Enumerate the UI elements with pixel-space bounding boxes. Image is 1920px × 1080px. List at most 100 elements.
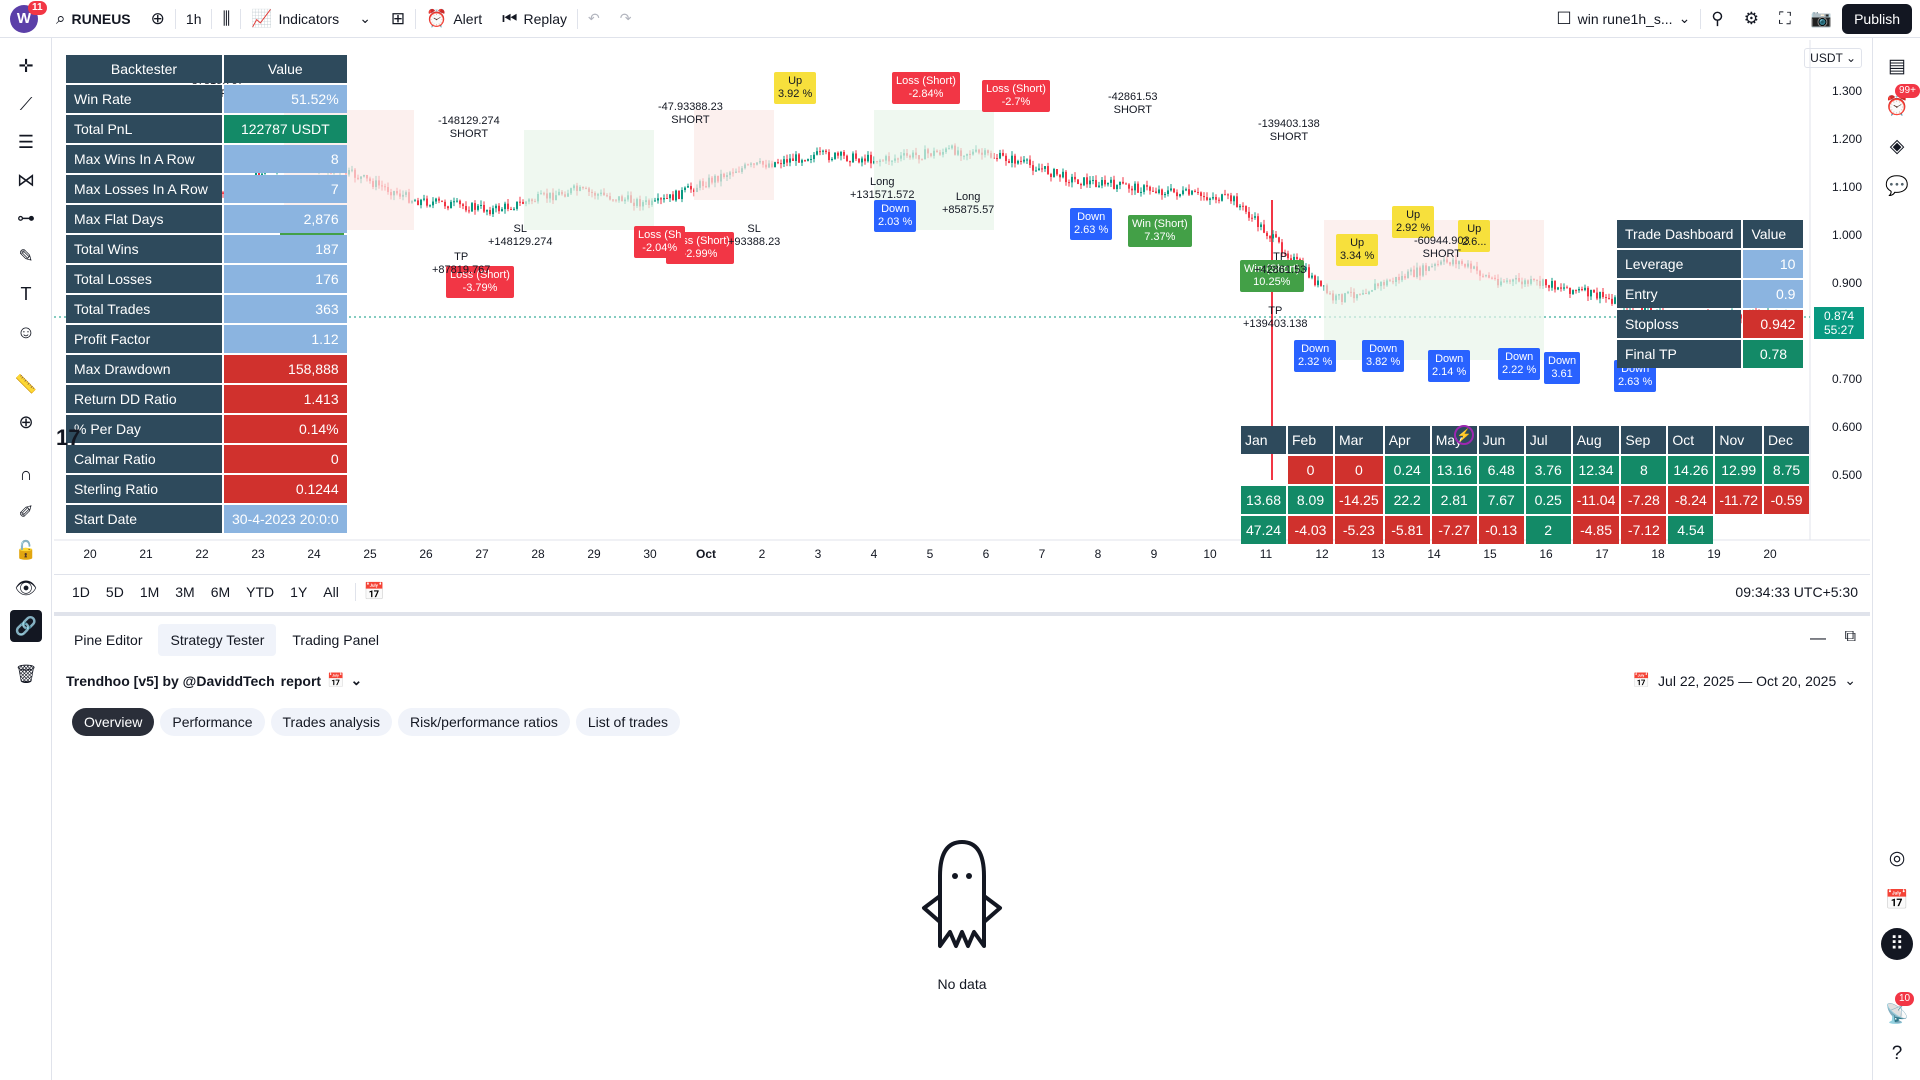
publish-button[interactable]: Publish bbox=[1842, 3, 1912, 34]
trade-label-down: Down 2.14 % bbox=[1428, 350, 1471, 382]
tab-strategy-tester[interactable]: Strategy Tester bbox=[158, 624, 277, 656]
pulse-icon[interactable]: ◎ bbox=[1888, 847, 1906, 869]
lightning-icon[interactable]: ⚡ bbox=[1454, 425, 1474, 445]
range-1d[interactable]: 1D bbox=[72, 583, 90, 600]
calendar-range-icon[interactable]: 📅 bbox=[363, 581, 386, 601]
tab-trading-panel[interactable]: Trading Panel bbox=[292, 632, 380, 648]
lock-icon[interactable]: 🔓 bbox=[14, 539, 38, 560]
eye-icon[interactable]: 👁 bbox=[14, 577, 38, 598]
candle-body bbox=[1272, 234, 1274, 239]
candle-body bbox=[1197, 192, 1199, 194]
report-tab-list-of-trades[interactable]: List of trades bbox=[575, 708, 681, 736]
replay-button[interactable]: ⏮ Replay bbox=[492, 0, 577, 38]
lock-drawing-icon[interactable]: ✐ bbox=[18, 501, 34, 522]
alert-button[interactable]: ⏰ Alert bbox=[416, 0, 492, 38]
symbol-search[interactable]: ⌕ RUNEUS bbox=[46, 0, 141, 38]
empty-state-text: No data bbox=[937, 976, 987, 992]
range-3m[interactable]: 3M bbox=[175, 583, 195, 600]
candle-body bbox=[1098, 185, 1100, 187]
candle-body bbox=[459, 200, 461, 205]
monthly-cell: 8 bbox=[1621, 456, 1667, 484]
alerts-icon[interactable]: ⏰ 99+ bbox=[1881, 84, 1920, 122]
stream-icon[interactable]: 📡 10 bbox=[1881, 992, 1915, 1030]
emoji-icon[interactable]: ☺ bbox=[16, 321, 36, 342]
compare-button[interactable]: ⊕ bbox=[141, 0, 175, 38]
candle-body bbox=[1602, 291, 1604, 298]
monthly-cell: -7.27 bbox=[1431, 516, 1477, 544]
candle-body bbox=[501, 209, 503, 212]
candle-body bbox=[1173, 188, 1175, 193]
candle-body bbox=[1125, 183, 1127, 185]
apps-icon[interactable]: ⠿ bbox=[1881, 928, 1913, 960]
tab-pine-editor[interactable]: Pine Editor bbox=[74, 632, 143, 648]
trade-label-line: 2.32 % bbox=[1298, 356, 1333, 368]
candle-body bbox=[1062, 171, 1064, 178]
candle-body bbox=[1227, 194, 1229, 196]
redo-button[interactable]: ↷ bbox=[610, 0, 642, 38]
fib-icon[interactable]: ☰ bbox=[17, 131, 35, 152]
indicators-dropdown[interactable]: ⌄ bbox=[349, 0, 381, 38]
range-ytd[interactable]: YTD bbox=[246, 583, 275, 600]
candle-body bbox=[843, 151, 845, 156]
dashboard-label: Final TP bbox=[1617, 340, 1742, 368]
magnet-icon[interactable]: ∩ bbox=[19, 463, 33, 484]
maximize-icon[interactable]: ⧉ bbox=[1844, 628, 1856, 645]
watchlist-icon[interactable]: ▤ bbox=[1888, 55, 1906, 77]
date-range-selector[interactable]: 📅 Jul 22, 2025 — Oct 20, 2025 ⌄ bbox=[1633, 672, 1856, 689]
link-icon[interactable]: 🔗 bbox=[10, 610, 42, 642]
interval-button[interactable]: 1h bbox=[176, 0, 212, 38]
chart-type-button[interactable]: ⫼ bbox=[212, 0, 240, 38]
minimize-icon[interactable]: — bbox=[1810, 630, 1826, 647]
trash-icon[interactable]: 🗑 bbox=[14, 663, 38, 684]
undo-button[interactable]: ↶ bbox=[578, 0, 610, 38]
currency-selector[interactable]: USDT ⌄ bbox=[1804, 48, 1862, 68]
candle-body bbox=[492, 208, 494, 215]
ruler-icon[interactable]: 📏 bbox=[14, 373, 38, 394]
trade-label-text: -139403.138 SHORT bbox=[1254, 115, 1324, 147]
pattern-icon[interactable]: ⋈ bbox=[17, 169, 35, 190]
dashboard-value: 10 bbox=[1743, 250, 1804, 278]
report-tab-risk-performance-ratios[interactable]: Risk/performance ratios bbox=[398, 708, 570, 736]
range-6m[interactable]: 6M bbox=[210, 583, 231, 600]
settings-button[interactable]: ⚙ bbox=[1734, 0, 1769, 38]
help-icon[interactable]: ? bbox=[1891, 1043, 1903, 1064]
chat-icon[interactable]: 💬 bbox=[1885, 176, 1909, 197]
candle-body bbox=[1095, 179, 1097, 187]
range-1m[interactable]: 1M bbox=[139, 583, 160, 600]
quick-search-button[interactable]: ⚲ bbox=[1701, 0, 1733, 38]
alarm-icon: ⏰ bbox=[426, 8, 448, 28]
trade-label-win: Win (Short) 10.25% bbox=[1240, 260, 1304, 292]
calendar-icon[interactable]: 📅 bbox=[1885, 890, 1909, 911]
zoom-icon[interactable]: ⊕ bbox=[18, 411, 34, 432]
candle-body bbox=[1566, 287, 1568, 289]
range-1y[interactable]: 1Y bbox=[290, 583, 308, 600]
text-icon[interactable]: T bbox=[20, 283, 32, 304]
price-chart[interactable]: USDT ⌄ 1.3001.2001.1001.0000.9000.8000.7… bbox=[54, 40, 1870, 608]
report-tab-overview[interactable]: Overview bbox=[72, 708, 155, 736]
fullscreen-button[interactable]: ⛶ bbox=[1769, 0, 1801, 38]
strategy-selector[interactable]: Trendhoo [v5] by @DaviddTech report 📅 ⌄ bbox=[66, 672, 362, 689]
trade-label-up: Up 3.34 % bbox=[1336, 234, 1379, 266]
notifications-badge: 10 bbox=[1895, 992, 1915, 1006]
metric-value: 30-4-2023 20:0:0 bbox=[224, 505, 347, 533]
snapshot-button[interactable]: 📷 bbox=[1801, 0, 1842, 38]
user-avatar[interactable]: W 11 bbox=[10, 0, 47, 33]
indicators-button[interactable]: 📈 Indicators bbox=[241, 0, 349, 38]
trendline-icon[interactable]: ⟋ bbox=[19, 93, 33, 114]
report-tab-performance[interactable]: Performance bbox=[160, 708, 265, 736]
layers-icon[interactable]: ◈ bbox=[1889, 135, 1905, 157]
templates-button[interactable]: ⊞ bbox=[381, 0, 415, 38]
tradingview-logo[interactable]: 17 bbox=[56, 425, 81, 450]
clock[interactable]: 09:34:33 UTC+5:30 bbox=[1735, 583, 1858, 600]
range-5d[interactable]: 5D bbox=[105, 583, 124, 600]
trade-label-line: 7.37% bbox=[1144, 231, 1176, 243]
crosshair-icon[interactable]: ✛ bbox=[18, 55, 34, 76]
report-tab-trades-analysis[interactable]: Trades analysis bbox=[270, 708, 393, 736]
layout-selector[interactable]: ☐ win rune1h_s... ⌄ bbox=[1546, 0, 1700, 38]
trade-label-line: 3.61 bbox=[1551, 368, 1573, 380]
trade-label-up: Up 3.92 % bbox=[774, 72, 817, 104]
brush-icon[interactable]: ✎ bbox=[18, 245, 34, 266]
range-all[interactable]: All bbox=[323, 583, 339, 600]
forecast-icon[interactable]: ⊶ bbox=[17, 207, 35, 228]
trade-label-line: SHORT bbox=[1269, 131, 1309, 143]
